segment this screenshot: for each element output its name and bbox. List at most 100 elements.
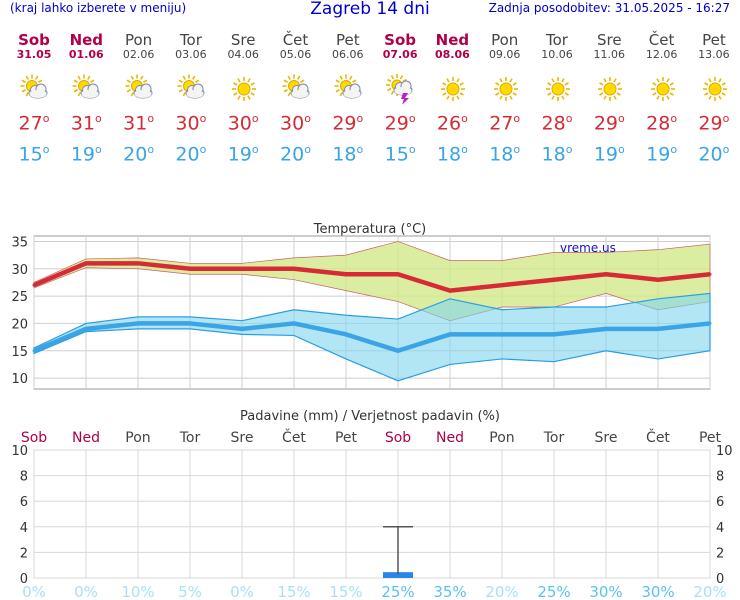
precip-tick-label-left: 4 bbox=[20, 521, 28, 536]
precip-tick-label-right: 6 bbox=[716, 495, 724, 510]
max-temp: 29o bbox=[384, 112, 416, 135]
max-temp: 30o bbox=[175, 112, 207, 135]
day-column: Tor 03.06 30o 20o bbox=[165, 31, 217, 166]
temp-chart-title: Temperatura (°C) bbox=[313, 222, 426, 237]
max-temp-point bbox=[708, 272, 712, 276]
day-name: Sob bbox=[384, 31, 417, 49]
precip-tick-label-left: 0 bbox=[20, 572, 28, 587]
day-name: Sre bbox=[230, 31, 256, 49]
min-temp: 18o bbox=[332, 143, 364, 166]
precip-probability-label: 5% bbox=[178, 583, 202, 600]
day-column: Ned 01.06 31o 19o bbox=[60, 32, 112, 166]
precip-tick-label-right: 2 bbox=[716, 546, 724, 561]
day-date: 11.06 bbox=[593, 48, 626, 61]
day-name: Pet bbox=[702, 31, 726, 49]
min-temp: 18o bbox=[489, 143, 521, 166]
min-temp: 15o bbox=[384, 143, 416, 166]
thunderstorm-icon bbox=[386, 74, 413, 104]
day-column: Pet 13.06 29o 20o bbox=[688, 31, 740, 166]
max-temp: 29o bbox=[332, 112, 364, 135]
day-name: Tor bbox=[179, 31, 202, 49]
max-temp-point bbox=[240, 267, 244, 271]
max-temp-point bbox=[500, 283, 504, 287]
max-temp-line bbox=[33, 261, 711, 293]
min-temp-point bbox=[656, 327, 660, 331]
precip-tick-label-right: 0 bbox=[716, 572, 724, 587]
min-temp-line bbox=[33, 321, 711, 353]
day-column: Čet 12.06 28o 19o bbox=[636, 32, 688, 166]
max-temp: 29o bbox=[593, 112, 625, 135]
max-temp-point bbox=[32, 283, 36, 287]
sun-icon bbox=[493, 77, 518, 101]
precip-day-label: Čet bbox=[282, 428, 306, 446]
day-date: 31.05 bbox=[16, 48, 52, 61]
min-temp: 15o bbox=[18, 143, 50, 166]
day-column: Ned 08.06 26o 18o bbox=[426, 31, 478, 166]
max-temp: 27o bbox=[489, 112, 521, 135]
header-bar: (kraj lahko izberete v meniju) Zagreb 14… bbox=[0, 0, 740, 22]
max-temp-point bbox=[188, 267, 192, 271]
temp-tick-label: 15 bbox=[11, 345, 28, 360]
max-temp-point bbox=[136, 261, 140, 265]
precip-tick-label-left: 8 bbox=[20, 470, 28, 485]
min-temp-point bbox=[240, 327, 244, 331]
day-column: Sob 31.05 27o 15o bbox=[8, 32, 60, 166]
precip-day-label: Tor bbox=[543, 430, 565, 446]
min-temp-point bbox=[552, 332, 556, 336]
day-column: Sob 07.06 29o 15o bbox=[374, 31, 426, 166]
min-temp-point bbox=[708, 321, 712, 325]
precip-day-label: Sre bbox=[231, 430, 254, 446]
max-temp: 26o bbox=[436, 112, 468, 135]
precip-day-label: Sob bbox=[385, 430, 411, 446]
max-temp-point bbox=[448, 289, 452, 293]
day-date: 04.06 bbox=[227, 48, 259, 61]
day-date: 10.06 bbox=[541, 48, 573, 61]
precip-probability-label: 25% bbox=[381, 583, 414, 600]
min-temp: 20o bbox=[280, 143, 311, 166]
sun-icon bbox=[232, 77, 257, 101]
day-name: Ned bbox=[435, 31, 470, 49]
max-temp: 27o bbox=[18, 112, 50, 135]
last-update-label: Zadnja posodobitev: 31.05.2025 - 16:27 bbox=[488, 1, 730, 15]
location-menu-hint[interactable]: (kraj lahko izberete v meniju) bbox=[10, 1, 187, 15]
min-temp: 20o bbox=[698, 143, 730, 166]
temp-tick-label: 30 bbox=[11, 263, 28, 278]
precip-day-label: Sre bbox=[595, 430, 618, 446]
min-temp: 19o bbox=[646, 143, 678, 166]
min-temp-point bbox=[500, 332, 504, 336]
sun-cloud-icon bbox=[72, 74, 100, 99]
day-date: 05.06 bbox=[279, 48, 312, 61]
day-name: Tor bbox=[546, 31, 568, 49]
max-temp-point bbox=[292, 267, 296, 271]
sun-icon bbox=[441, 77, 466, 101]
min-temp-point bbox=[448, 332, 452, 336]
max-temp: 31o bbox=[123, 112, 155, 135]
day-date: 06.06 bbox=[332, 48, 364, 61]
day-date: 12.06 bbox=[645, 48, 678, 61]
precip-day-label: Pet bbox=[699, 430, 722, 446]
max-temp-point bbox=[656, 278, 660, 282]
min-temp-point bbox=[396, 349, 400, 353]
day-column: Pon 02.06 31o 20o bbox=[113, 31, 165, 166]
min-temp-point bbox=[84, 327, 88, 331]
day-date: 03.06 bbox=[175, 48, 207, 61]
day-column: Pet 06.06 29o 18o bbox=[322, 31, 374, 166]
max-temp-point bbox=[604, 272, 608, 276]
sun-cloud-icon bbox=[334, 74, 362, 99]
day-date: 01.06 bbox=[68, 48, 104, 61]
precip-probability-label: 15% bbox=[329, 583, 362, 600]
max-temp-point bbox=[552, 278, 556, 282]
day-column: Čet 05.06 30o 20o bbox=[270, 32, 322, 166]
day-name: Pon bbox=[124, 31, 153, 49]
day-name: Pon bbox=[491, 31, 519, 49]
precip-probability-label: 10% bbox=[121, 583, 154, 600]
forecast-days-strip: Sob 31.05 27o 15o Ned 01.06 31o 19o Pon 02.06 3… bbox=[8, 32, 738, 172]
max-temp: 31o bbox=[70, 112, 102, 135]
min-temp-point bbox=[604, 327, 608, 331]
max-temp-point bbox=[396, 272, 400, 276]
precip-day-label: Ned bbox=[436, 430, 464, 446]
min-temp: 18o bbox=[436, 143, 468, 166]
min-temp: 18o bbox=[541, 143, 573, 166]
day-name: Pet bbox=[335, 31, 360, 49]
min-temp-point bbox=[188, 321, 192, 325]
